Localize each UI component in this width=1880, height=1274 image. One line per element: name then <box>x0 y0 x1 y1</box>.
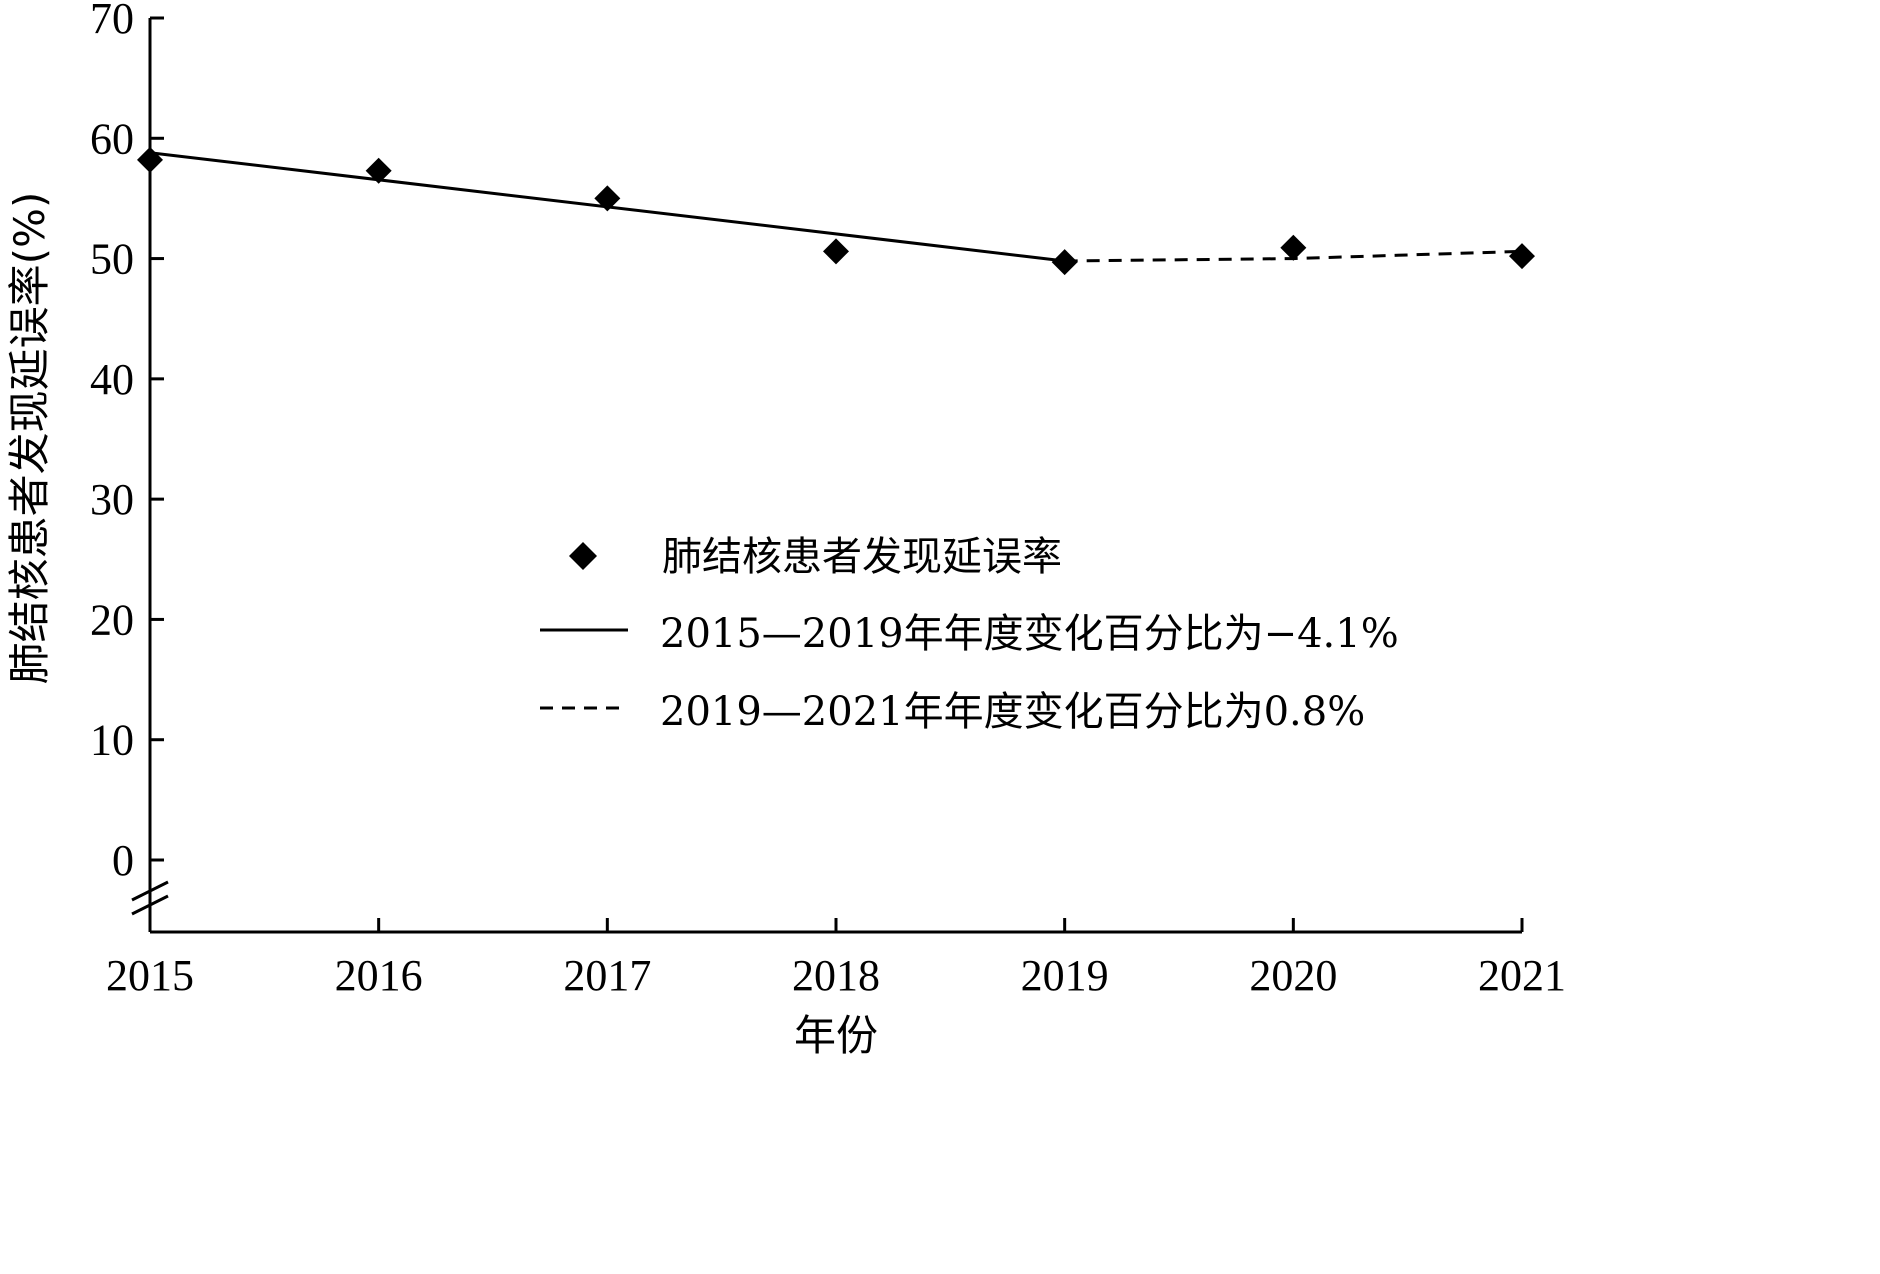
y-tick-label: 20 <box>90 595 134 644</box>
data-point <box>594 185 621 212</box>
data-point <box>365 157 392 184</box>
legend-label-solid: 2015—2019年年度变化百分比为−4.1% <box>660 611 1399 657</box>
x-axis: 2015 2016 2017 2018 2019 2020 2021 <box>106 918 1566 1000</box>
y-tick-label: 70 <box>90 0 134 43</box>
y-tick-label: 40 <box>90 355 134 404</box>
y-tick-label: 10 <box>90 716 134 765</box>
y-axis-title: 肺结核患者发现延误率(%) <box>5 192 54 685</box>
legend-label-dashed: 2019—2021年年度变化百分比为0.8% <box>660 689 1365 735</box>
legend-diamond-icon <box>569 542 597 570</box>
x-tick-label: 2018 <box>792 951 880 1000</box>
legend-label-points: 肺结核患者发现延误率 <box>662 534 1062 580</box>
legend-item-points: 肺结核患者发现延误率 <box>569 534 1062 580</box>
data-points <box>137 146 1535 276</box>
x-tick-label: 2020 <box>1249 951 1337 1000</box>
y-axis: 0 10 20 30 40 50 60 70 <box>90 0 169 932</box>
x-tick-label: 2017 <box>563 951 651 1000</box>
chart: 0 10 20 30 40 50 60 70 2015 2016 2017 2018 2019 2020… <box>5 0 1566 1060</box>
data-point <box>1280 234 1307 261</box>
y-tick-label: 50 <box>90 235 134 284</box>
data-point <box>1051 249 1078 276</box>
y-tick-label: 60 <box>90 114 134 163</box>
legend-item-solid-line: 2015—2019年年度变化百分比为−4.1% <box>540 611 1399 657</box>
y-tick-label: 0 <box>112 836 134 885</box>
x-axis-title: 年份 <box>794 1011 878 1060</box>
plot-area: 0 10 20 30 40 50 60 70 2015 2016 2017 2018 2019 2020… <box>90 0 1566 1000</box>
x-tick-label: 2019 <box>1021 951 1109 1000</box>
data-point <box>823 238 849 265</box>
data-point <box>1509 243 1535 270</box>
data-point <box>137 146 163 173</box>
x-tick-label: 2015 <box>106 951 194 1000</box>
y-tick-label: 30 <box>90 475 134 524</box>
legend: 肺结核患者发现延误率 2015—2019年年度变化百分比为−4.1% 2019—… <box>540 534 1399 735</box>
axis-break-mark <box>131 894 169 916</box>
legend-item-dashed-line: 2019—2021年年度变化百分比为0.8% <box>540 689 1365 735</box>
axis-break-mark <box>131 880 169 902</box>
x-tick-label: 2016 <box>335 951 423 1000</box>
x-tick-label: 2021 <box>1478 951 1566 1000</box>
